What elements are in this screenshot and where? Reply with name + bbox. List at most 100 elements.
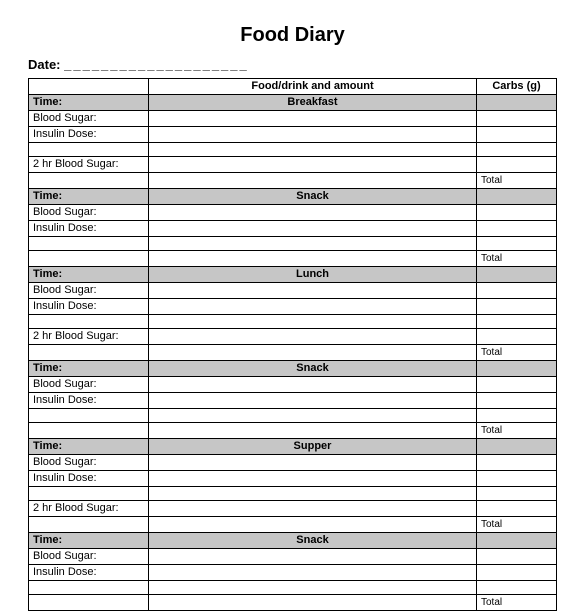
date-line: Date: ____________________ xyxy=(28,57,557,72)
cell xyxy=(477,127,557,143)
cell xyxy=(477,549,557,565)
cell xyxy=(477,283,557,299)
cell xyxy=(29,345,149,361)
cell xyxy=(29,517,149,533)
two-hr-blood-sugar-label: 2 hr Blood Sugar: xyxy=(29,501,149,517)
header-carbs: Carbs (g) xyxy=(477,79,557,95)
cell xyxy=(149,471,477,487)
cell xyxy=(477,377,557,393)
total-label: Total xyxy=(477,173,557,189)
time-label: Time: xyxy=(29,439,149,455)
cell xyxy=(149,143,477,157)
time-label: Time: xyxy=(29,533,149,549)
time-label: Time: xyxy=(29,267,149,283)
blood-sugar-label: Blood Sugar: xyxy=(29,205,149,221)
cell xyxy=(149,501,477,517)
cell xyxy=(477,393,557,409)
insulin-dose-label: Insulin Dose: xyxy=(29,471,149,487)
page-title: Food Diary xyxy=(28,24,557,47)
meal-lunch: Lunch xyxy=(149,267,477,283)
cell xyxy=(477,143,557,157)
cell xyxy=(29,237,149,251)
cell xyxy=(149,595,477,611)
cell xyxy=(149,345,477,361)
cell xyxy=(477,157,557,173)
total-label: Total xyxy=(477,517,557,533)
cell xyxy=(477,565,557,581)
blood-sugar-label: Blood Sugar: xyxy=(29,455,149,471)
date-label: Date: xyxy=(28,57,61,72)
meal-snack3: Snack xyxy=(149,533,477,549)
cell xyxy=(477,439,557,455)
cell xyxy=(149,409,477,423)
header-blank xyxy=(29,79,149,95)
time-label: Time: xyxy=(29,95,149,111)
cell xyxy=(149,455,477,471)
cell xyxy=(477,299,557,315)
meal-snack2: Snack xyxy=(149,361,477,377)
total-label: Total xyxy=(477,423,557,439)
cell xyxy=(149,111,477,127)
meal-supper: Supper xyxy=(149,439,477,455)
time-label: Time: xyxy=(29,189,149,205)
cell xyxy=(149,487,477,501)
cell xyxy=(149,221,477,237)
cell xyxy=(149,565,477,581)
cell xyxy=(477,111,557,127)
cell xyxy=(149,315,477,329)
meal-breakfast: Breakfast xyxy=(149,95,477,111)
insulin-dose-label: Insulin Dose: xyxy=(29,393,149,409)
cell xyxy=(149,237,477,251)
cell xyxy=(477,221,557,237)
blood-sugar-label: Blood Sugar: xyxy=(29,283,149,299)
blood-sugar-label: Blood Sugar: xyxy=(29,549,149,565)
header-food: Food/drink and amount xyxy=(149,79,477,95)
time-label: Time: xyxy=(29,361,149,377)
two-hr-blood-sugar-label: 2 hr Blood Sugar: xyxy=(29,329,149,345)
cell xyxy=(149,127,477,143)
cell xyxy=(477,533,557,549)
insulin-dose-label: Insulin Dose: xyxy=(29,221,149,237)
cell xyxy=(29,173,149,189)
cell xyxy=(149,393,477,409)
cell xyxy=(29,487,149,501)
cell xyxy=(477,237,557,251)
total-label: Total xyxy=(477,595,557,611)
cell xyxy=(149,251,477,267)
total-label: Total xyxy=(477,345,557,361)
cell xyxy=(477,471,557,487)
total-label: Total xyxy=(477,251,557,267)
insulin-dose-label: Insulin Dose: xyxy=(29,299,149,315)
cell xyxy=(477,361,557,377)
cell xyxy=(29,595,149,611)
diary-table: Food/drink and amount Carbs (g) Time: Br… xyxy=(28,78,557,611)
cell xyxy=(477,267,557,283)
cell xyxy=(477,329,557,345)
cell xyxy=(477,315,557,329)
cell xyxy=(29,581,149,595)
cell xyxy=(29,143,149,157)
cell xyxy=(29,251,149,267)
meal-snack1: Snack xyxy=(149,189,477,205)
cell xyxy=(149,377,477,393)
cell xyxy=(29,315,149,329)
cell xyxy=(149,299,477,315)
cell xyxy=(477,487,557,501)
cell xyxy=(149,423,477,439)
cell xyxy=(477,409,557,423)
cell xyxy=(149,173,477,189)
cell xyxy=(29,409,149,423)
cell xyxy=(149,157,477,173)
cell xyxy=(149,329,477,345)
insulin-dose-label: Insulin Dose: xyxy=(29,565,149,581)
insulin-dose-label: Insulin Dose: xyxy=(29,127,149,143)
cell xyxy=(477,189,557,205)
cell xyxy=(477,205,557,221)
cell xyxy=(477,455,557,471)
cell xyxy=(149,581,477,595)
cell xyxy=(477,501,557,517)
cell xyxy=(477,95,557,111)
blood-sugar-label: Blood Sugar: xyxy=(29,377,149,393)
date-blank: ____________________ xyxy=(64,57,249,72)
cell xyxy=(149,283,477,299)
